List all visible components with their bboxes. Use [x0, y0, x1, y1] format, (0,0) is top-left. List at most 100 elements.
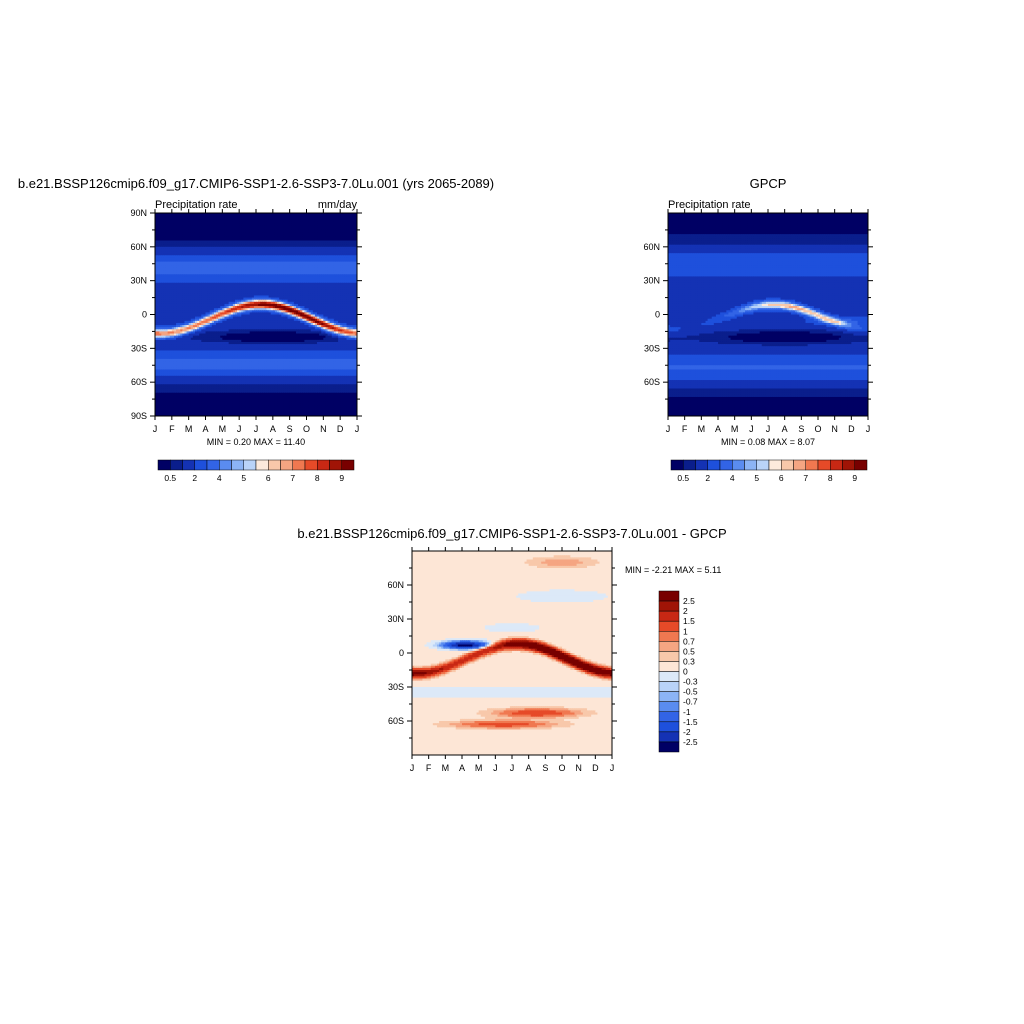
- field-cell: [262, 236, 266, 239]
- field-cell: [346, 232, 350, 235]
- field-cell: [237, 232, 240, 235]
- field-cell: [205, 287, 209, 290]
- field-cell: [190, 295, 194, 299]
- field-cell: [331, 234, 335, 237]
- field-cell: [201, 244, 204, 248]
- field-cell: [188, 299, 192, 303]
- field-cell: [245, 297, 249, 301]
- field-cell: [234, 270, 238, 273]
- field-cell: [157, 253, 160, 256]
- field-cell: [199, 287, 202, 290]
- field-cell: [289, 291, 293, 294]
- field-cell: [333, 295, 337, 299]
- field-cell: [157, 215, 160, 218]
- field-cell: [218, 255, 221, 258]
- field-cell: [270, 213, 274, 216]
- field-cell: [155, 215, 158, 218]
- field-cell: [344, 244, 348, 248]
- field-cell: [264, 251, 268, 254]
- field-cell: [192, 293, 196, 297]
- field-cell: [190, 223, 194, 227]
- field-cell: [157, 284, 160, 288]
- field-cell: [171, 272, 175, 275]
- field-cell: [245, 303, 249, 307]
- field-cell: [188, 278, 192, 282]
- field-cell: [314, 259, 318, 263]
- field-cell: [312, 234, 316, 237]
- field-cell: [283, 282, 287, 286]
- field-cell: [348, 270, 352, 273]
- field-cell: [308, 308, 312, 311]
- field-cell: [155, 238, 158, 242]
- field-cell: [274, 261, 278, 265]
- field-cell: [346, 267, 350, 271]
- field-cell: [186, 219, 190, 223]
- field-cell: [308, 251, 312, 254]
- field-cell: [298, 312, 301, 316]
- field-cell: [226, 261, 230, 265]
- field-cell: [268, 265, 272, 269]
- field-cell: [251, 248, 255, 252]
- field-cell: [207, 253, 211, 256]
- field-cell: [333, 278, 337, 282]
- field-cell: [262, 293, 266, 297]
- field-cell: [262, 308, 266, 311]
- field-cell: [213, 219, 217, 223]
- field-cell: [211, 223, 215, 227]
- field-cell: [176, 219, 179, 223]
- field-cell: [340, 280, 343, 284]
- field-cell: [344, 253, 348, 256]
- field-cell: [300, 303, 303, 307]
- field-cell: [304, 246, 308, 250]
- field-cell: [169, 217, 173, 220]
- field-cell: [335, 242, 339, 246]
- field-cell: [186, 229, 190, 233]
- field-cell: [352, 297, 356, 301]
- field-cell: [310, 314, 314, 318]
- field-cell: [317, 267, 320, 271]
- field-cell: [289, 265, 293, 269]
- field-cell: [230, 287, 234, 290]
- field-cell: [354, 248, 357, 252]
- field-cell: [338, 299, 341, 303]
- field-cell: [352, 223, 356, 227]
- field-cell: [169, 253, 173, 256]
- field-cell: [266, 289, 270, 292]
- field-cell: [201, 293, 204, 297]
- field-cell: [342, 221, 345, 225]
- field-cell: [327, 306, 331, 309]
- field-cell: [176, 267, 179, 271]
- field-cell: [157, 236, 160, 239]
- field-cell: [340, 265, 343, 269]
- field-cell: [182, 225, 186, 229]
- field-cell: [201, 232, 204, 235]
- field-cell: [245, 316, 249, 320]
- field-cell: [163, 259, 167, 263]
- field-cell: [228, 229, 232, 233]
- field-cell: [289, 316, 293, 320]
- field-cell: [350, 316, 354, 320]
- field-cell: [256, 229, 259, 233]
- field-cell: [302, 316, 305, 320]
- field-cell: [317, 238, 320, 242]
- field-cell: [308, 259, 312, 263]
- field-cell: [285, 289, 289, 292]
- field-cell: [317, 217, 320, 220]
- field-cell: [241, 272, 244, 275]
- field-cell: [230, 316, 234, 320]
- field-cell: [247, 223, 251, 227]
- field-cell: [245, 282, 249, 286]
- field-cell: [180, 253, 183, 256]
- field-cell: [344, 236, 348, 239]
- field-cell: [262, 289, 266, 292]
- field-cell: [211, 291, 215, 294]
- field-cell: [302, 227, 305, 231]
- field-cell: [327, 267, 331, 271]
- field-cell: [182, 242, 186, 246]
- field-cell: [186, 221, 190, 225]
- field-cell: [306, 213, 310, 216]
- field-cell: [310, 215, 314, 218]
- field-cell: [243, 251, 247, 254]
- field-cell: [237, 272, 240, 275]
- field-cell: [354, 225, 357, 229]
